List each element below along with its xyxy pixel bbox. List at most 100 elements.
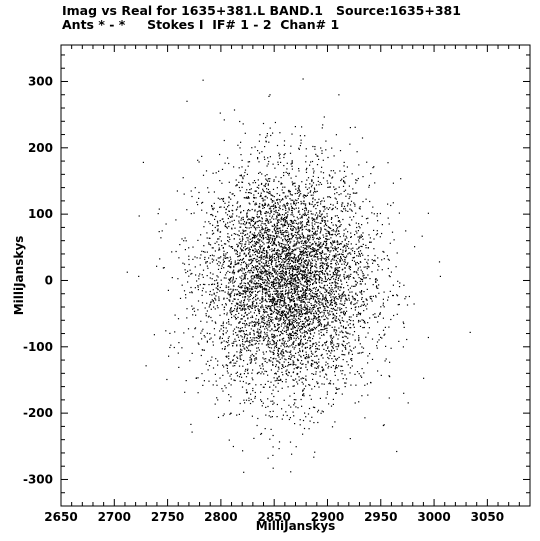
data-point [327, 182, 329, 184]
data-point [170, 344, 172, 346]
data-point [325, 247, 327, 249]
data-point [305, 242, 307, 244]
data-point [291, 222, 293, 225]
data-point [323, 216, 325, 218]
data-point [228, 286, 230, 288]
data-point [248, 222, 250, 224]
data-point [279, 246, 281, 248]
data-point [280, 217, 282, 219]
data-point [320, 228, 322, 230]
data-point [347, 284, 349, 287]
data-point [361, 298, 363, 300]
data-point [359, 325, 362, 327]
data-point [371, 271, 373, 273]
data-point [265, 370, 268, 373]
data-point [311, 254, 313, 256]
data-point [302, 363, 304, 365]
data-point [215, 215, 217, 218]
data-point [336, 243, 339, 246]
data-point [266, 133, 268, 135]
data-point [262, 197, 264, 199]
data-point [360, 245, 362, 247]
data-point [335, 330, 338, 332]
data-point [337, 338, 339, 340]
data-point [324, 216, 326, 219]
data-point [315, 153, 317, 155]
data-point [242, 238, 244, 240]
data-point [312, 198, 314, 200]
data-point [293, 300, 295, 302]
data-point [355, 230, 357, 232]
data-point [291, 283, 294, 285]
data-point [230, 262, 232, 264]
data-point [377, 264, 379, 266]
data-point [273, 242, 275, 244]
data-point [310, 364, 312, 366]
data-point [244, 132, 246, 134]
data-point [307, 261, 309, 263]
data-point [281, 270, 284, 272]
data-point [362, 347, 365, 349]
data-point [260, 269, 262, 271]
data-point [335, 316, 338, 318]
data-point [299, 190, 301, 192]
data-point [352, 247, 354, 249]
data-point [258, 184, 260, 186]
data-point [323, 210, 325, 212]
data-point [261, 151, 263, 153]
data-point [282, 287, 284, 289]
data-point [274, 259, 276, 261]
data-point [300, 193, 302, 195]
data-point [317, 256, 319, 258]
data-point [212, 289, 214, 291]
data-point [278, 268, 281, 270]
data-point [278, 330, 280, 333]
data-point [314, 241, 316, 243]
data-point [309, 289, 311, 291]
data-point [264, 146, 266, 148]
data-point [264, 322, 266, 324]
data-point [262, 340, 265, 342]
data-point [246, 189, 248, 191]
data-point [296, 259, 298, 261]
data-point [274, 304, 276, 306]
data-point [338, 293, 340, 295]
data-point [272, 235, 274, 237]
data-point [289, 219, 291, 222]
data-point [271, 336, 273, 338]
data-point [234, 262, 236, 264]
data-point [293, 226, 296, 228]
data-point [402, 321, 404, 323]
data-point [275, 244, 277, 246]
data-point [280, 161, 282, 163]
data-point [206, 265, 208, 267]
data-point [320, 231, 322, 233]
data-point [271, 217, 273, 219]
data-point [200, 354, 202, 357]
data-point [333, 278, 335, 280]
data-point [272, 322, 274, 324]
data-point [297, 383, 299, 385]
data-point [334, 296, 336, 298]
data-point [296, 299, 298, 301]
data-point [296, 192, 298, 194]
data-point [338, 286, 340, 288]
data-point [305, 209, 308, 211]
data-point [279, 272, 281, 275]
data-point [346, 299, 348, 301]
data-point [325, 344, 327, 346]
data-point [223, 298, 225, 300]
data-point [265, 211, 267, 213]
data-point [271, 201, 273, 203]
data-point [263, 311, 265, 313]
data-point [336, 241, 338, 243]
data-point [259, 247, 261, 249]
data-point [286, 220, 288, 222]
data-point [284, 340, 286, 342]
data-point [383, 424, 385, 426]
data-point [287, 329, 289, 331]
data-point [314, 355, 316, 357]
data-point [297, 265, 299, 268]
data-point [269, 296, 271, 298]
data-point [362, 327, 364, 329]
